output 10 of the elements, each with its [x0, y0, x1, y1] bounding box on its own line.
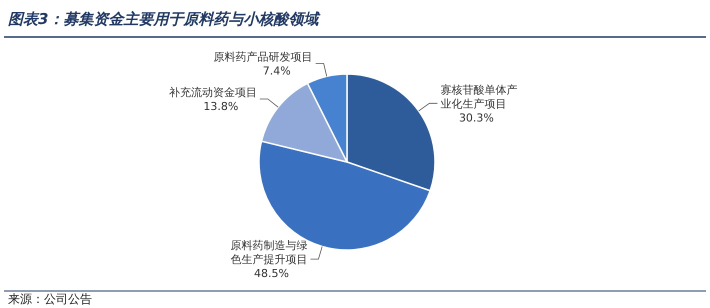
source-note: 来源：公司公告 — [8, 292, 92, 306]
data-label: 30.3% — [458, 111, 494, 124]
title: 图表3：募集资金主要用于原料药与小核酸领域 — [8, 10, 318, 28]
slice-label: 寡核苷酸单体产业化生产项目 — [440, 83, 518, 110]
data-label: 7.4% — [262, 64, 291, 78]
data-label: 13.8% — [203, 100, 238, 113]
slice-label: 原料药制造与绿色生产提升项目 — [230, 239, 308, 266]
slice-label: 补充流动资金项目 — [168, 86, 257, 99]
data-label: 48.5% — [254, 267, 289, 280]
slice-label: 原料药产品研发项目 — [214, 50, 313, 64]
